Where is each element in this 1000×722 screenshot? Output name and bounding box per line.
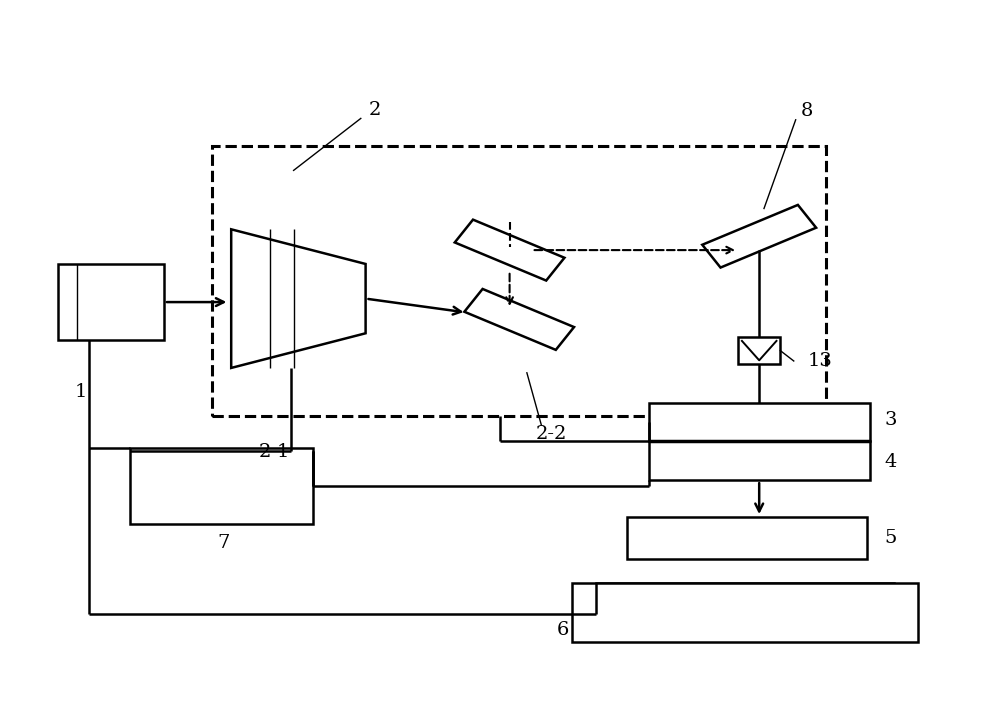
Text: 13: 13 (807, 352, 832, 370)
Text: 2-2: 2-2 (535, 425, 567, 443)
Bar (572, 583, 918, 642)
Text: 5: 5 (884, 529, 896, 547)
Bar (649, 403, 870, 440)
Bar (738, 336, 780, 365)
Bar (130, 448, 313, 524)
Text: 4: 4 (884, 453, 896, 471)
Text: 7: 7 (217, 534, 230, 552)
Text: 6: 6 (557, 621, 569, 639)
Text: 2: 2 (369, 101, 381, 119)
Bar (627, 517, 867, 559)
Bar (58, 264, 164, 340)
Text: 2-1: 2-1 (259, 443, 290, 461)
Text: 8: 8 (801, 103, 813, 121)
Bar (212, 146, 826, 417)
Bar (596, 583, 894, 621)
Text: 1: 1 (74, 383, 87, 401)
Bar (649, 440, 870, 480)
Text: 3: 3 (884, 411, 896, 429)
